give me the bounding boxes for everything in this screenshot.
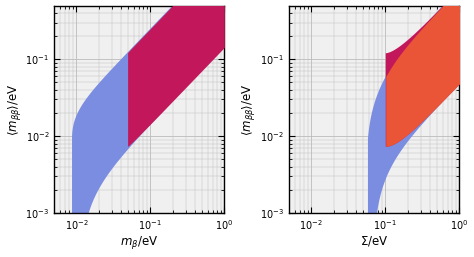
Y-axis label: $\langle m_{\beta\beta}\rangle$/eV: $\langle m_{\beta\beta}\rangle$/eV	[6, 83, 23, 136]
X-axis label: $m_{\beta}$/eV: $m_{\beta}$/eV	[120, 234, 158, 251]
X-axis label: $\Sigma$/eV: $\Sigma$/eV	[360, 234, 389, 249]
Y-axis label: $\langle m_{\beta\beta}\rangle$/eV: $\langle m_{\beta\beta}\rangle$/eV	[240, 83, 257, 136]
